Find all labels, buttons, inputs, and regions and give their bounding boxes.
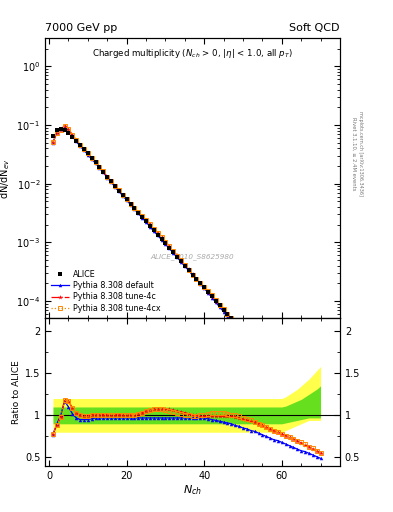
Pythia 8.308 tune-4cx xyxy=(136,209,141,215)
Pythia 8.308 tune-4c xyxy=(279,379,284,386)
Pythia 8.308 tune-4cx xyxy=(89,155,94,161)
Pythia 8.308 tune-4cx xyxy=(116,187,121,194)
Pythia 8.308 tune-4c xyxy=(89,155,94,161)
Pythia 8.308 tune-4c xyxy=(62,123,67,129)
Text: 7000 GeV pp: 7000 GeV pp xyxy=(45,23,118,33)
Line: Pythia 8.308 default: Pythia 8.308 default xyxy=(51,124,322,438)
Text: Charged multiplicity ($N_{ch}$ > 0, $|\eta|$ < 1.0, all $p_T$): Charged multiplicity ($N_{ch}$ > 0, $|\e… xyxy=(92,47,293,60)
Line: Pythia 8.308 tune-4cx: Pythia 8.308 tune-4cx xyxy=(51,124,322,435)
ALICE xyxy=(58,126,63,132)
Pythia 8.308 default xyxy=(202,285,207,291)
Pythia 8.308 default xyxy=(279,383,284,389)
Text: Soft QCD: Soft QCD xyxy=(290,23,340,33)
ALICE xyxy=(283,378,288,384)
ALICE xyxy=(116,187,121,194)
Pythia 8.308 tune-4c xyxy=(51,139,55,145)
Pythia 8.308 tune-4cx xyxy=(279,379,284,386)
Pythia 8.308 tune-4c xyxy=(202,285,207,291)
Pythia 8.308 default xyxy=(89,156,94,162)
Pythia 8.308 default xyxy=(51,140,55,146)
Y-axis label: dN/dN$_{ev}$: dN/dN$_{ev}$ xyxy=(0,158,12,199)
Text: Rivet 3.1.10, ≥ 2.4M events: Rivet 3.1.10, ≥ 2.4M events xyxy=(351,117,356,190)
Pythia 8.308 default xyxy=(116,188,121,195)
X-axis label: $N_{ch}$: $N_{ch}$ xyxy=(183,483,202,497)
Pythia 8.308 tune-4cx xyxy=(318,430,323,436)
Legend: ALICE, Pythia 8.308 default, Pythia 8.308 tune-4c, Pythia 8.308 tune-4cx: ALICE, Pythia 8.308 default, Pythia 8.30… xyxy=(49,268,162,314)
ALICE xyxy=(202,284,207,290)
ALICE xyxy=(318,415,323,421)
Pythia 8.308 tune-4cx xyxy=(51,139,55,145)
Line: ALICE: ALICE xyxy=(51,127,323,420)
ALICE xyxy=(89,155,94,161)
Pythia 8.308 tune-4c xyxy=(318,430,323,436)
Pythia 8.308 tune-4cx xyxy=(62,123,67,129)
ALICE xyxy=(279,373,284,379)
Pythia 8.308 tune-4cx xyxy=(283,385,288,391)
Text: mcplots.cern.ch [arXiv:1306.3436]: mcplots.cern.ch [arXiv:1306.3436] xyxy=(358,111,363,196)
Pythia 8.308 tune-4c xyxy=(116,187,121,194)
Pythia 8.308 tune-4c xyxy=(283,385,288,391)
Pythia 8.308 default xyxy=(136,210,141,217)
Pythia 8.308 tune-4c xyxy=(136,209,141,215)
Y-axis label: Ratio to ALICE: Ratio to ALICE xyxy=(12,360,21,424)
ALICE xyxy=(136,209,141,216)
Line: Pythia 8.308 tune-4c: Pythia 8.308 tune-4c xyxy=(51,123,323,436)
ALICE xyxy=(51,133,55,139)
Text: ALICE_2010_S8625980: ALICE_2010_S8625980 xyxy=(151,253,234,260)
Pythia 8.308 default xyxy=(283,389,288,395)
Pythia 8.308 tune-4cx xyxy=(202,284,207,290)
Pythia 8.308 default xyxy=(318,433,323,439)
Pythia 8.308 default xyxy=(62,123,67,129)
